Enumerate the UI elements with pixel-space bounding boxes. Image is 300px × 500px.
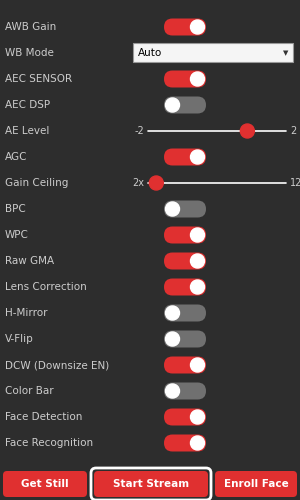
Circle shape (190, 72, 205, 86)
FancyBboxPatch shape (164, 330, 206, 347)
FancyBboxPatch shape (164, 226, 206, 244)
Text: AE Level: AE Level (5, 126, 50, 136)
Circle shape (190, 254, 205, 268)
FancyBboxPatch shape (133, 43, 293, 62)
Circle shape (190, 150, 205, 164)
Text: Auto: Auto (138, 48, 162, 58)
Text: Face Detection: Face Detection (5, 412, 82, 422)
FancyBboxPatch shape (3, 471, 87, 497)
Text: BPC: BPC (5, 204, 26, 214)
Circle shape (166, 202, 179, 216)
Text: AEC DSP: AEC DSP (5, 100, 50, 110)
Circle shape (149, 176, 163, 190)
Circle shape (166, 384, 179, 398)
Text: 128x: 128x (290, 178, 300, 188)
FancyBboxPatch shape (164, 408, 206, 426)
Text: 2x: 2x (132, 178, 144, 188)
Text: AGC: AGC (5, 152, 28, 162)
Circle shape (190, 410, 205, 424)
Text: Gain Ceiling: Gain Ceiling (5, 178, 68, 188)
FancyBboxPatch shape (164, 96, 206, 114)
Circle shape (240, 124, 254, 138)
FancyBboxPatch shape (164, 70, 206, 88)
Text: V-Flip: V-Flip (5, 334, 34, 344)
Text: Face Recognition: Face Recognition (5, 438, 93, 448)
FancyBboxPatch shape (94, 471, 208, 497)
Text: WPC: WPC (5, 230, 29, 240)
Text: Get Still: Get Still (21, 479, 69, 489)
FancyBboxPatch shape (164, 200, 206, 218)
Circle shape (190, 358, 205, 372)
Circle shape (166, 98, 179, 112)
Text: H-Mirror: H-Mirror (5, 308, 47, 318)
Text: AWB Gain: AWB Gain (5, 22, 56, 32)
Circle shape (166, 332, 179, 346)
FancyBboxPatch shape (164, 18, 206, 36)
FancyBboxPatch shape (215, 471, 297, 497)
Text: -2: -2 (134, 126, 144, 136)
Text: Start Stream: Start Stream (113, 479, 189, 489)
Text: Raw GMA: Raw GMA (5, 256, 54, 266)
FancyBboxPatch shape (164, 252, 206, 270)
Text: Color Bar: Color Bar (5, 386, 54, 396)
FancyBboxPatch shape (164, 382, 206, 400)
Circle shape (166, 306, 179, 320)
Circle shape (190, 228, 205, 242)
Circle shape (190, 20, 205, 34)
Circle shape (190, 280, 205, 294)
Text: DCW (Downsize EN): DCW (Downsize EN) (5, 360, 109, 370)
Circle shape (190, 436, 205, 450)
Text: ▼: ▼ (283, 50, 288, 56)
FancyBboxPatch shape (164, 148, 206, 166)
Text: AEC SENSOR: AEC SENSOR (5, 74, 72, 84)
Text: Enroll Face: Enroll Face (224, 479, 288, 489)
Text: Lens Correction: Lens Correction (5, 282, 87, 292)
Text: 2: 2 (290, 126, 296, 136)
Text: WB Mode: WB Mode (5, 48, 54, 58)
FancyBboxPatch shape (164, 434, 206, 452)
FancyBboxPatch shape (164, 278, 206, 295)
FancyBboxPatch shape (164, 356, 206, 374)
FancyBboxPatch shape (164, 304, 206, 322)
